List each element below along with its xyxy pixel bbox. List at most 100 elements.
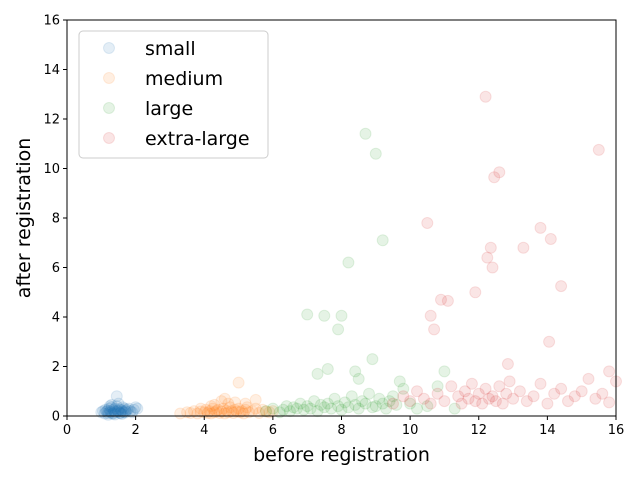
- axis-ticks: 0 2 4 6 8 10 12 14 16 0 2 4 6 8 10 12 14 16: [43, 14, 624, 439]
- point-large: [393, 375, 406, 388]
- x-tick-label: 6: [269, 423, 277, 438]
- point-extra-large: [479, 382, 492, 395]
- point-large: [349, 398, 362, 411]
- point-medium: [241, 401, 254, 414]
- point-small: [115, 405, 128, 418]
- point-small: [109, 402, 121, 415]
- point-small: [122, 402, 135, 415]
- point-medium: [242, 406, 255, 419]
- point-extra-large: [575, 385, 588, 398]
- point-small: [102, 402, 115, 415]
- point-small: [116, 401, 129, 414]
- point-small: [103, 400, 116, 413]
- legend-marker-medium: [103, 72, 115, 84]
- point-small: [104, 406, 117, 419]
- point-medium: [215, 395, 228, 408]
- point-small: [113, 403, 126, 416]
- point-small: [127, 403, 140, 416]
- point-small: [119, 406, 132, 419]
- point-large: [383, 395, 396, 408]
- point-medium: [239, 397, 252, 410]
- point-medium: [260, 405, 272, 418]
- legend-marker-large: [103, 102, 115, 114]
- point-large: [404, 397, 417, 410]
- point-large: [369, 400, 382, 413]
- y-tick-label: 16: [43, 14, 60, 29]
- legend: small medium large extra-large: [78, 30, 269, 159]
- point-medium: [194, 402, 207, 415]
- point-extra-large: [544, 233, 557, 245]
- point-medium: [206, 402, 219, 415]
- point-small: [103, 405, 116, 418]
- point-medium: [229, 396, 242, 409]
- point-large: [431, 380, 444, 393]
- point-large: [294, 397, 307, 410]
- point-extra-large: [438, 395, 451, 408]
- point-small: [131, 402, 144, 415]
- point-medium: [205, 400, 218, 413]
- point-extra-large: [568, 390, 581, 403]
- point-large: [297, 403, 310, 416]
- point-medium: [222, 397, 235, 410]
- point-small: [117, 406, 130, 419]
- point-extra-large: [489, 395, 502, 408]
- point-large: [280, 400, 293, 413]
- point-large: [359, 397, 372, 410]
- point-extra-large: [555, 280, 568, 293]
- point-small: [105, 401, 118, 414]
- point-small: [97, 405, 109, 418]
- point-extra-large: [411, 385, 423, 398]
- x-tick-label: 12: [470, 423, 487, 438]
- point-small: [95, 406, 108, 419]
- point-large: [373, 392, 386, 405]
- point-extra-large: [479, 90, 492, 103]
- point-large: [304, 402, 317, 415]
- x-tick-label: 0: [63, 423, 71, 438]
- legend-label-small: small: [145, 38, 196, 60]
- point-extra-large: [517, 241, 530, 254]
- point-extra-large: [476, 397, 489, 410]
- point-extra-large: [541, 397, 554, 410]
- point-large: [345, 390, 358, 403]
- point-small: [118, 402, 131, 415]
- point-extra-large: [469, 286, 482, 299]
- point-small: [102, 408, 115, 421]
- point-large: [301, 400, 314, 413]
- point-large: [325, 402, 338, 415]
- point-medium: [210, 405, 223, 418]
- point-extra-large: [507, 392, 520, 405]
- point-extra-large: [435, 293, 447, 306]
- point-small: [109, 408, 121, 421]
- plot-frame: [66, 19, 617, 417]
- point-extra-large: [421, 217, 434, 229]
- y-tick-label: 14: [43, 63, 60, 78]
- point-extra-large: [603, 365, 616, 378]
- point-large: [335, 403, 348, 416]
- point-large: [380, 402, 393, 415]
- point-extra-large: [503, 375, 516, 388]
- point-large: [290, 402, 303, 415]
- point-medium: [188, 405, 200, 418]
- y-tick-label: 2: [52, 360, 60, 375]
- point-large: [397, 382, 410, 395]
- point-medium: [256, 403, 269, 416]
- point-extra-large: [520, 395, 533, 408]
- point-small: [107, 403, 120, 416]
- point-extra-large: [589, 392, 602, 405]
- point-medium: [215, 405, 228, 418]
- point-medium: [234, 406, 247, 419]
- point-large: [287, 401, 300, 414]
- legend-label-large: large: [145, 98, 193, 120]
- point-small: [124, 405, 137, 418]
- point-small: [115, 403, 128, 416]
- point-medium: [200, 403, 212, 416]
- point-medium: [263, 406, 276, 419]
- point-extra-large: [501, 358, 514, 370]
- point-large: [438, 365, 451, 378]
- point-large: [332, 323, 345, 336]
- point-extra-large: [424, 397, 437, 410]
- point-small: [105, 398, 118, 411]
- point-large: [356, 395, 369, 408]
- point-medium: [249, 393, 262, 406]
- point-medium: [232, 402, 245, 415]
